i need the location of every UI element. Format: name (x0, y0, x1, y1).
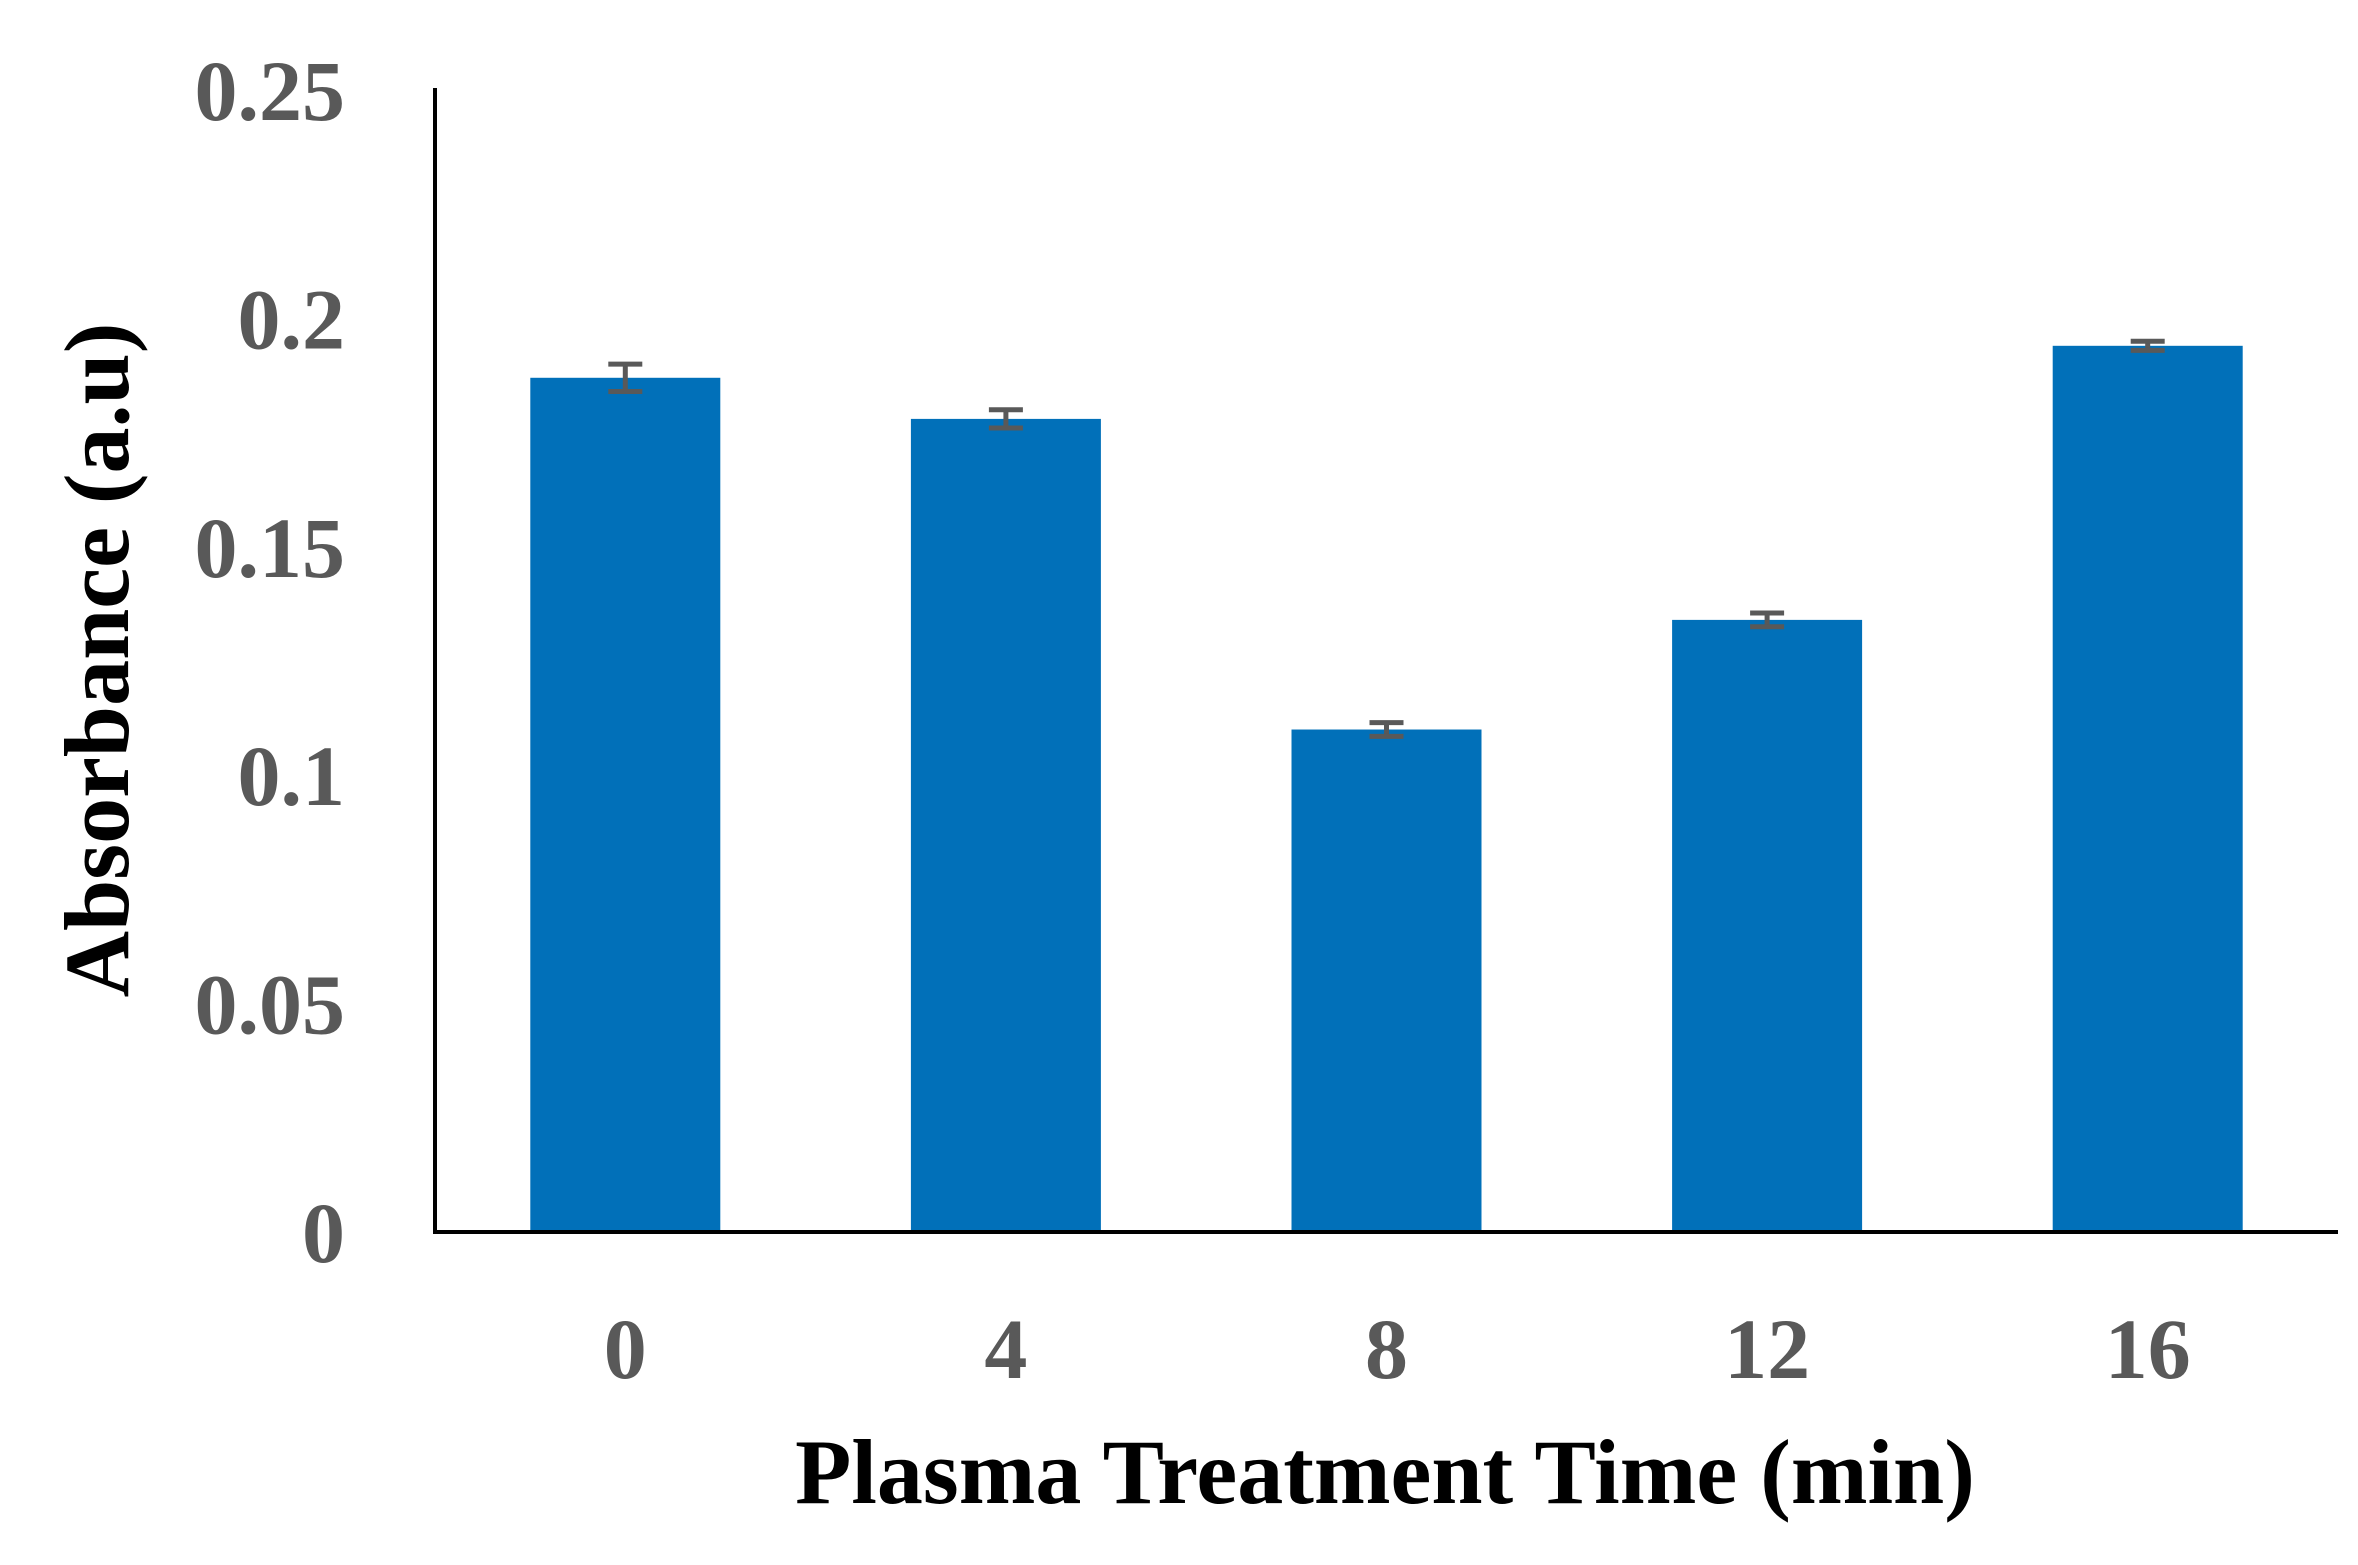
x-tick-label: 0 (604, 1301, 647, 1397)
error-bar-0 (608, 361, 643, 394)
axes-group (433, 88, 2338, 1234)
y-tick-label: 0.1 (238, 728, 346, 824)
error-bar-12 (1750, 610, 1785, 630)
bar-12 (1672, 619, 1863, 1232)
y-tick-label: 0.05 (195, 957, 346, 1053)
error-bar-16 (2130, 338, 2165, 353)
x-tick-labels: 0 4 8 12 16 (604, 1301, 2191, 1397)
x-axis-title: Plasma Treatment Time (min) (795, 1421, 1975, 1523)
x-tick-label: 16 (2105, 1301, 2191, 1397)
y-tick-label: 0.25 (195, 43, 346, 139)
error-bars-group (608, 338, 2165, 739)
error-bar-8 (1369, 720, 1404, 739)
bars-group (530, 345, 2243, 1233)
bar-4 (910, 418, 1101, 1232)
x-tick-label: 4 (984, 1301, 1027, 1397)
x-tick-label: 12 (1724, 1301, 1810, 1397)
bar-0 (530, 377, 721, 1232)
y-tick-labels: 0 0.05 0.1 0.15 0.2 0.25 (195, 43, 346, 1281)
y-tick-label: 0.15 (195, 500, 346, 596)
bar-16 (2052, 345, 2243, 1233)
error-bar-4 (988, 407, 1023, 431)
y-tick-label: 0 (302, 1185, 345, 1281)
y-axis-title: Absorbance (a.u) (46, 323, 148, 998)
y-tick-label: 0.2 (238, 271, 346, 367)
bar-8 (1291, 729, 1482, 1232)
x-tick-label: 8 (1365, 1301, 1408, 1397)
